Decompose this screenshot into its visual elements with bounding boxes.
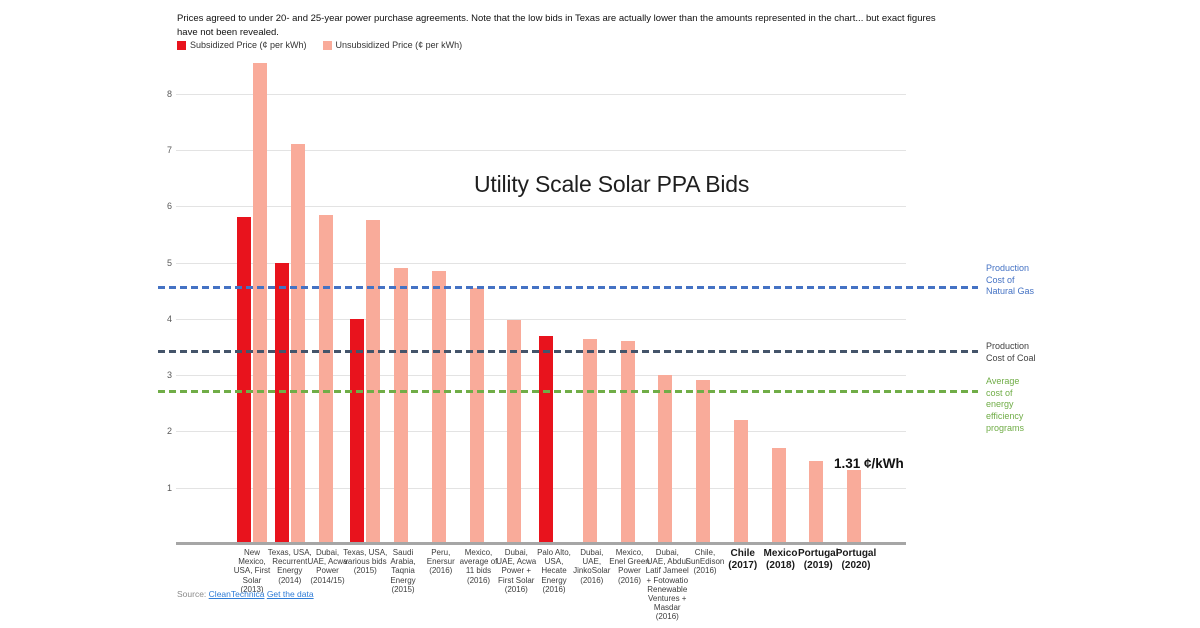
x-axis-category-label: Chile (2017) — [728, 548, 758, 571]
x-axis-category-label: Dubai, UAE, JinkoSolar (2016) — [573, 548, 611, 585]
bar-unsubsidized — [696, 380, 710, 544]
bar-subsidized — [350, 318, 365, 544]
source-line: Source: CleanTechnica Get the data — [177, 589, 314, 599]
x-axis-category-label: Mexico, Enel Green Power (2016) — [609, 548, 650, 585]
bar-subsidized — [539, 335, 553, 544]
x-axis-category-label: Mexico (2018) — [763, 548, 798, 571]
y-axis-tick-label: 3 — [166, 370, 172, 381]
x-axis-category-label: Saudi Arabia, Taqnia Energy (2015) — [390, 548, 416, 594]
x-axis-category-label: Texas, USA, various bids (2015) — [343, 548, 388, 576]
chart-notes: Prices agreed to under 20- and 25-year p… — [177, 13, 936, 39]
bar-unsubsidized — [469, 287, 484, 544]
ref-label-coal: Production Cost of Coal — [986, 341, 1036, 363]
bar-unsubsidized — [318, 214, 333, 544]
price-annotation: 1.31 ¢/kWh — [834, 456, 904, 471]
x-axis-category-label: New Mexico, USA, First Solar (2013) — [233, 548, 271, 594]
y-axis-tick-label: 4 — [166, 313, 172, 324]
x-axis-category-label: Dubai, UAE, Abdul Latif Jameel + Fotowat… — [645, 548, 689, 622]
legend-item-unsubsidized: Unsubsidized Price (¢ per kWh) — [322, 40, 463, 50]
source-link-get-the-data[interactable]: Get the data — [266, 589, 314, 599]
bar-unsubsidized — [394, 268, 408, 544]
y-axis-tick-label: 8 — [166, 88, 172, 99]
coal-refline — [158, 349, 978, 353]
y-axis-tick-label: 6 — [166, 201, 172, 212]
x-axis-category-label: Portugal (2020) — [835, 548, 877, 571]
natural-gas-refline — [158, 286, 978, 290]
bar-unsubsidized — [507, 320, 522, 544]
y-axis-tick-label: 5 — [166, 257, 172, 268]
legend-item-subsidized: Subsidized Price (¢ per kWh) — [177, 40, 307, 50]
y-axis-tick-label: 2 — [166, 426, 172, 437]
efficiency-refline — [158, 389, 978, 393]
legend-label-subsidized: Subsidized Price (¢ per kWh) — [190, 40, 307, 50]
bar-unsubsidized — [431, 270, 446, 544]
unsubsidized-swatch-icon — [322, 40, 332, 50]
gridline — [176, 206, 906, 208]
bar-subsidized — [274, 262, 289, 544]
y-axis-tick-label: 1 — [166, 482, 172, 493]
bar-unsubsidized — [290, 144, 305, 544]
bar-subsidized — [237, 217, 251, 544]
x-axis-category-label: Portugal (2019) — [797, 548, 839, 571]
gridline — [176, 318, 906, 320]
bar-unsubsidized — [809, 461, 824, 544]
y-axis-tick-label: 7 — [166, 144, 172, 155]
x-axis-category-label: Texas, USA, Recurrent Energy (2014) — [267, 548, 312, 585]
bar-unsubsidized — [658, 375, 673, 544]
gridline — [176, 93, 906, 95]
source-prefix: Source: — [177, 589, 207, 599]
bar-unsubsidized — [620, 341, 635, 544]
x-axis-category-label: Dubai, UAE, Acwa Power + First Solar (20… — [496, 548, 537, 594]
chart-legend: Subsidized Price (¢ per kWh) Unsubsidize… — [177, 40, 462, 50]
bar-unsubsidized — [253, 62, 267, 544]
bar-unsubsidized — [366, 220, 381, 544]
bar-unsubsidized — [771, 448, 786, 544]
x-axis-category-label: Chile, SunEdison (2016) — [685, 548, 725, 576]
bar-unsubsidized — [847, 470, 861, 544]
x-axis-category-label: Palo Alto, USA, Hecate Energy (2016) — [537, 548, 571, 594]
gridline — [176, 262, 906, 264]
x-axis-category-label: Mexico, average of 11 bids (2016) — [459, 548, 498, 585]
bar-unsubsidized — [733, 420, 748, 544]
ref-label-efficiency: Average cost of energy efficiency progra… — [986, 376, 1025, 433]
legend-label-unsubsidized: Unsubsidized Price (¢ per kWh) — [335, 40, 463, 50]
x-axis-line — [176, 542, 906, 545]
gridline — [176, 149, 906, 151]
bar-unsubsidized — [582, 338, 597, 544]
x-axis-category-label: Peru, Enersur (2016) — [426, 548, 455, 576]
subsidized-swatch-icon — [177, 40, 186, 50]
x-axis-category-label: Dubai, UAE, Acwa Power (2014/15) — [307, 548, 348, 585]
chart-title: Utility Scale Solar PPA Bids — [474, 171, 750, 197]
ref-label-natural-gas: Production Cost of Natural Gas — [986, 263, 1035, 297]
source-link-cleantechnica[interactable]: CleanTechnica — [208, 589, 265, 599]
